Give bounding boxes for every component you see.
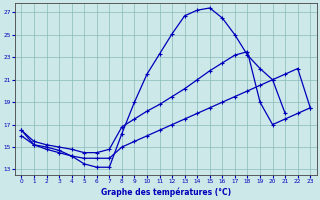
X-axis label: Graphe des températures (°C): Graphe des températures (°C) [101,187,231,197]
